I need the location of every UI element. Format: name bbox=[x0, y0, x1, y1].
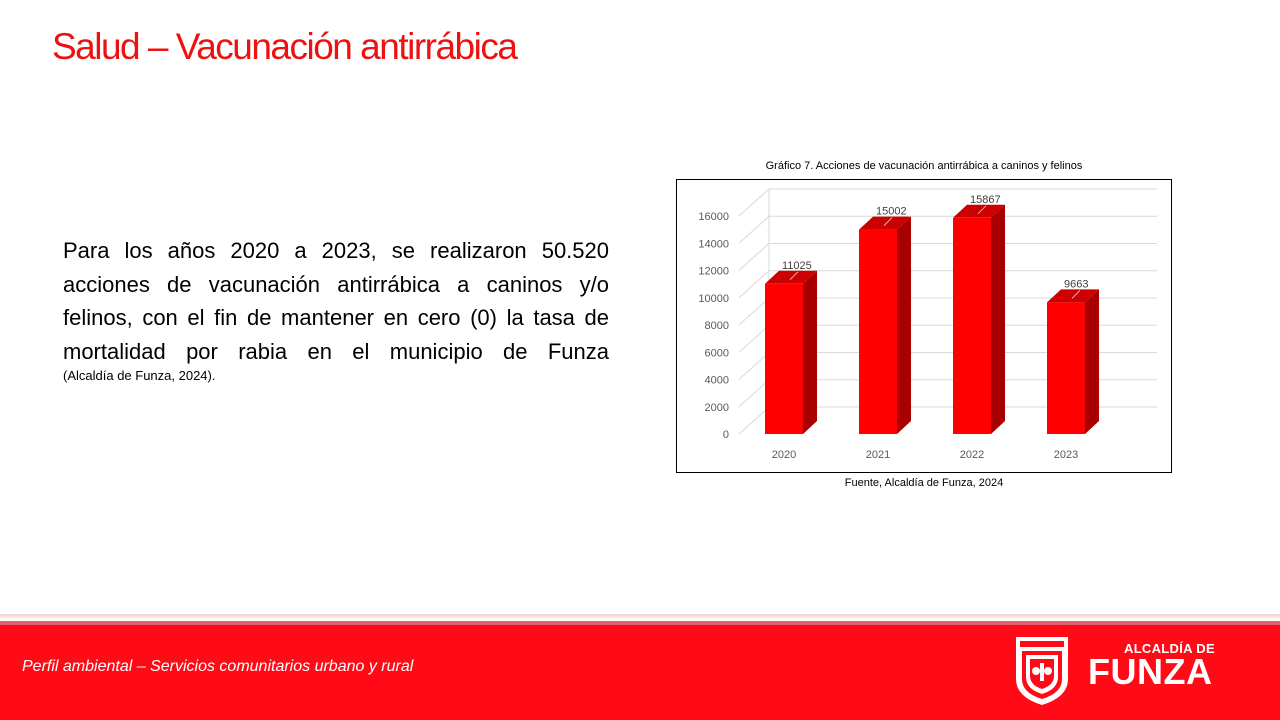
footer-shadow bbox=[0, 614, 1280, 620]
footer-divider bbox=[0, 621, 1280, 625]
y-tick-label: 2000 bbox=[705, 402, 729, 414]
grid-depth-line bbox=[738, 215, 770, 244]
footer-text: Perfil ambiental – Servicios comunitario… bbox=[22, 658, 414, 675]
y-tick-label: 14000 bbox=[698, 238, 729, 250]
chart-source: Fuente, Alcaldía de Funza, 2024 bbox=[844, 477, 1004, 489]
x-tick-label: 2022 bbox=[960, 449, 984, 461]
bar-chart-svg: 0 2000 4000 6000 8000 10000 12000 14000 16000 110… bbox=[698, 188, 1157, 461]
data-label: 11025 bbox=[782, 260, 812, 272]
y-tick-label: 4000 bbox=[705, 375, 729, 387]
bar-2023 bbox=[1047, 302, 1085, 434]
y-tick-label: 8000 bbox=[705, 320, 729, 332]
data-label-leader bbox=[789, 271, 799, 281]
grid-depth-line bbox=[738, 188, 770, 217]
footer-bar: Perfil ambiental – Servicios comunitario… bbox=[0, 621, 1280, 720]
bar-2020 bbox=[765, 283, 803, 434]
bar-2022 bbox=[953, 217, 991, 434]
data-label-leader bbox=[977, 205, 987, 215]
bar-side-2023 bbox=[1085, 289, 1099, 434]
chart-caption: Gráfico 7. Acciones de vacunación antirr… bbox=[765, 160, 1083, 172]
data-label: 9663 bbox=[1064, 278, 1088, 290]
x-tick-label: 2021 bbox=[866, 449, 890, 461]
y-tick-label: 6000 bbox=[705, 347, 729, 359]
bar-2021 bbox=[859, 229, 897, 434]
bar-side-2020 bbox=[803, 270, 817, 434]
data-label: 15867 bbox=[970, 194, 1001, 206]
bar-side-2022 bbox=[991, 204, 1005, 434]
grid-depth-line bbox=[738, 324, 770, 353]
grid-depth-line bbox=[738, 406, 770, 435]
data-label: 15002 bbox=[876, 206, 907, 218]
data-label-leader bbox=[1071, 289, 1081, 299]
funza-coat-of-arms-icon bbox=[1016, 637, 1068, 705]
y-tick-label: 12000 bbox=[698, 266, 729, 278]
slide-title: Salud – Vacunación antirrábica bbox=[52, 26, 518, 67]
y-tick-label: 10000 bbox=[698, 293, 729, 305]
bar-top-2021 bbox=[859, 216, 911, 230]
bar-top-2022 bbox=[953, 204, 1005, 218]
body-text: Para los años 2020 a 2023, se realizaron… bbox=[63, 238, 609, 364]
y-tick-label: 0 bbox=[723, 429, 729, 441]
body-paragraph: Para los años 2020 a 2023, se realizaron… bbox=[63, 234, 609, 368]
data-label-leader bbox=[883, 217, 893, 226]
bar-chart: 0 2000 4000 6000 8000 10000 12000 14000 16000 110… bbox=[676, 179, 1172, 473]
grid-depth-line bbox=[738, 297, 770, 326]
x-tick-label: 2023 bbox=[1054, 449, 1078, 461]
brand-subtitle: ALCALDÍA DE bbox=[1124, 641, 1215, 656]
grid-depth-line bbox=[738, 243, 770, 271]
bar-side-2021 bbox=[897, 216, 911, 434]
grid-depth-line bbox=[738, 379, 770, 408]
y-tick-label: 16000 bbox=[698, 211, 729, 223]
bar-top-2023 bbox=[1047, 289, 1099, 303]
brand-logo-text: FUNZA bbox=[1088, 651, 1213, 692]
grid-depth-line bbox=[738, 352, 770, 380]
x-tick-label: 2020 bbox=[772, 449, 796, 461]
bar-top-2020 bbox=[765, 270, 817, 284]
citation: (Alcaldía de Funza, 2024). bbox=[63, 368, 216, 383]
grid-depth-line bbox=[738, 270, 770, 299]
